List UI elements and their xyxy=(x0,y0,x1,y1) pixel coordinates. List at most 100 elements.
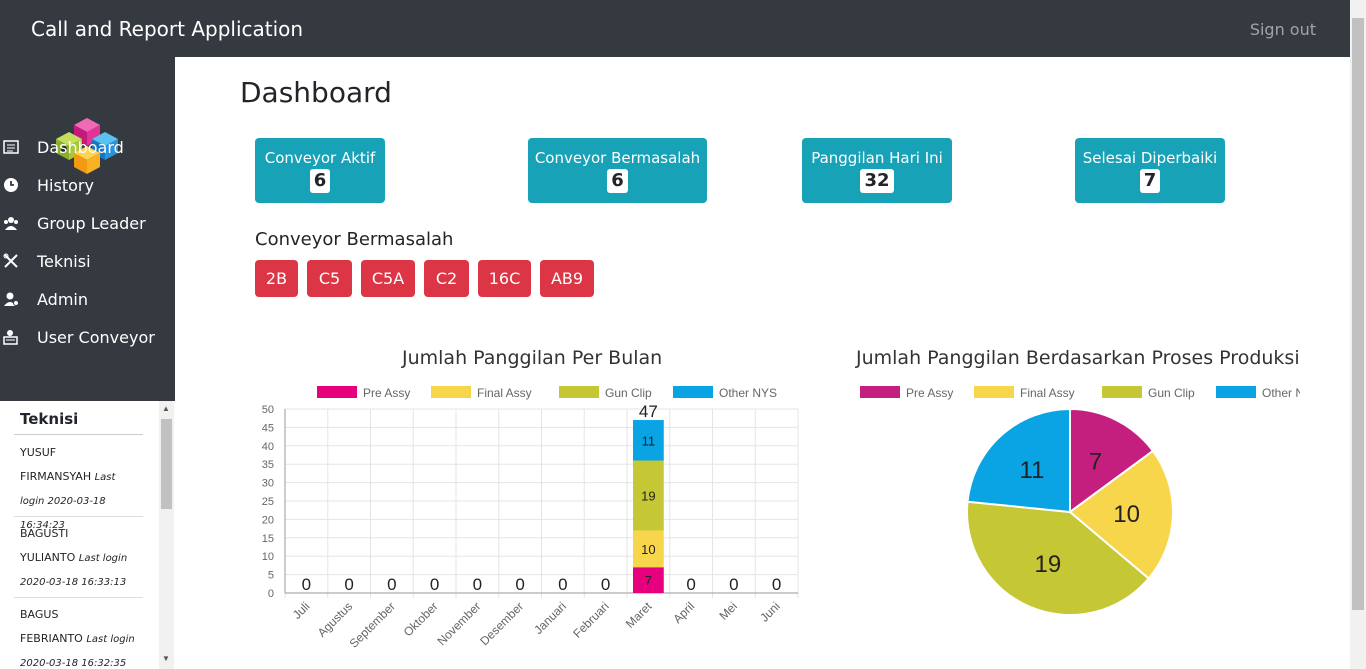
sidebar-item-admin[interactable]: Admin xyxy=(0,287,175,315)
printer-user-icon xyxy=(3,330,18,345)
app-logo xyxy=(56,118,118,174)
scroll-up-icon[interactable]: ▲ xyxy=(162,404,170,413)
page-scrollbar-thumb[interactable] xyxy=(1352,18,1364,610)
teknisi-name: YULIANTO xyxy=(20,551,76,564)
conveyor-button-2b[interactable]: 2B xyxy=(255,260,298,297)
x-tick-label: Oktober xyxy=(401,599,441,639)
legend-swatch xyxy=(673,386,713,398)
x-tick-label: September xyxy=(347,599,398,650)
divider xyxy=(14,516,143,517)
stat-label: Conveyor Aktif xyxy=(264,149,376,167)
y-tick-label: 25 xyxy=(262,496,274,508)
legend-label: Pre Assy xyxy=(906,386,953,400)
legend-label: Other NYS xyxy=(719,386,777,400)
y-tick-label: 10 xyxy=(262,551,274,563)
conveyor-button-c2[interactable]: C2 xyxy=(424,260,469,297)
x-tick-label: Juni xyxy=(757,599,782,624)
scroll-down-icon[interactable]: ▼ xyxy=(162,654,170,663)
bar-chart: Pre Assy Final Assy Gun Clip Other NYS 0 5 10 1… xyxy=(262,386,799,650)
x-tick-label: Juli xyxy=(290,599,313,622)
last-login-time: login 2020-03-18 16:34:23 xyxy=(20,496,106,531)
stat-card-conveyor-bermasalah[interactable]: Conveyor Bermasalah 6 xyxy=(528,138,707,203)
teknisi-name: BAGUSTI xyxy=(20,527,69,540)
stat-value: 32 xyxy=(860,169,894,193)
total-label: 0 xyxy=(558,575,567,594)
last-login-label: Last login xyxy=(86,634,135,645)
pie-data-label: 7 xyxy=(1089,448,1102,475)
group-icon xyxy=(4,217,18,230)
bar-segment xyxy=(632,460,664,531)
x-tick-label: November xyxy=(434,599,483,648)
page-title: Dashboard xyxy=(240,76,392,109)
stat-label: Panggilan Hari Ini xyxy=(811,149,943,167)
conveyor-button-c5a[interactable]: C5A xyxy=(361,260,415,297)
bar-chart-title: Jumlah Panggilan Per Bulan xyxy=(402,347,663,369)
pie-data-label: 19 xyxy=(1035,551,1062,578)
sidebar-item-label: Dashboard xyxy=(37,138,124,157)
stat-value: 6 xyxy=(607,169,628,193)
stat-card-selesai-diperbaiki[interactable]: Selesai Diperbaiki 7 xyxy=(1075,138,1225,203)
tools-icon xyxy=(3,253,18,268)
teknisi-name: YUSUF xyxy=(20,446,57,459)
teknisi-scrollbar-thumb[interactable] xyxy=(161,419,172,509)
sign-out-link[interactable]: Sign out xyxy=(1249,20,1316,39)
conveyor-button-16c[interactable]: 16C xyxy=(478,260,531,297)
y-tick-label: 35 xyxy=(262,459,274,471)
x-tick-label: Desember xyxy=(477,599,526,648)
total-label: 0 xyxy=(430,575,439,594)
last-login-label: Last login xyxy=(78,553,128,564)
conveyor-button-ab9[interactable]: AB9 xyxy=(540,260,594,297)
conveyor-button-c5[interactable]: C5 xyxy=(307,260,352,297)
app-title[interactable]: Call and Report Application xyxy=(31,17,304,41)
total-label: 0 xyxy=(772,575,781,594)
legend-swatch xyxy=(1102,386,1142,398)
pie-chart-title: Jumlah Panggilan Berdasarkan Proses Prod… xyxy=(856,347,1300,369)
y-tick-label: 50 xyxy=(262,404,274,416)
data-label: 7 xyxy=(645,573,652,588)
legend-label: Gun Clip xyxy=(605,386,652,400)
stat-label: Conveyor Bermasalah xyxy=(534,149,701,167)
sidebar-item-dashboard[interactable]: Dashboard xyxy=(0,135,175,163)
x-tick-label: Agustus xyxy=(315,599,356,640)
sidebar-item-teknisi[interactable]: Teknisi xyxy=(0,249,175,277)
y-tick-label: 40 xyxy=(262,441,274,453)
sidebar-item-group-leader[interactable]: Group Leader xyxy=(0,211,175,239)
teknisi-panel-title: Teknisi xyxy=(20,410,79,428)
legend-swatch xyxy=(431,386,471,398)
clock-icon xyxy=(4,178,18,192)
y-tick-label: 5 xyxy=(268,570,274,582)
bar-segment xyxy=(632,420,664,461)
list-icon xyxy=(3,140,19,154)
x-tick-label: Mei xyxy=(716,599,740,623)
legend-swatch xyxy=(317,386,357,398)
legend-swatch xyxy=(1216,386,1256,398)
x-tick-label: Maret xyxy=(623,599,655,631)
legend-label: Other NYS xyxy=(1262,386,1300,400)
sidebar-item-user-conveyor[interactable]: User Conveyor xyxy=(0,325,175,353)
stat-card-panggilan-hari-ini[interactable]: Panggilan Hari Ini 32 xyxy=(802,138,952,203)
last-login-label: Last xyxy=(94,472,116,483)
pie-slice xyxy=(1068,449,1174,580)
pie-chart: Pre Assy Final Assy Gun Clip Other NYS 7 10 19… xyxy=(860,386,1300,616)
y-tick-label: 15 xyxy=(262,533,274,545)
user-gear-icon xyxy=(4,292,19,306)
bar-segment xyxy=(632,530,664,568)
total-label: 47 xyxy=(639,402,658,421)
total-label: 0 xyxy=(686,575,695,594)
total-label: 0 xyxy=(302,575,311,594)
sidebar-item-label: Teknisi xyxy=(37,252,91,271)
total-label: 0 xyxy=(729,575,738,594)
total-label: 0 xyxy=(601,575,610,594)
sidebar-item-label: Admin xyxy=(37,290,88,309)
sidebar-item-history[interactable]: History xyxy=(0,173,175,201)
pie-data-label: 10 xyxy=(1113,501,1140,528)
y-tick-label: 20 xyxy=(262,514,274,526)
total-label: 0 xyxy=(387,575,396,594)
pie-slice xyxy=(1069,407,1155,514)
teknisi-name: BAGUS xyxy=(20,608,59,621)
list-item: BAGUSTI YULIANTO Last login 2020-03-18 1… xyxy=(20,522,142,595)
stat-card-conveyor-aktif[interactable]: Conveyor Aktif 6 xyxy=(255,138,385,203)
x-tick-label: April xyxy=(670,599,697,626)
data-label: 19 xyxy=(641,488,655,503)
list-item: YUSUF FIRMANSYAH Last login 2020-03-18 1… xyxy=(20,441,142,538)
